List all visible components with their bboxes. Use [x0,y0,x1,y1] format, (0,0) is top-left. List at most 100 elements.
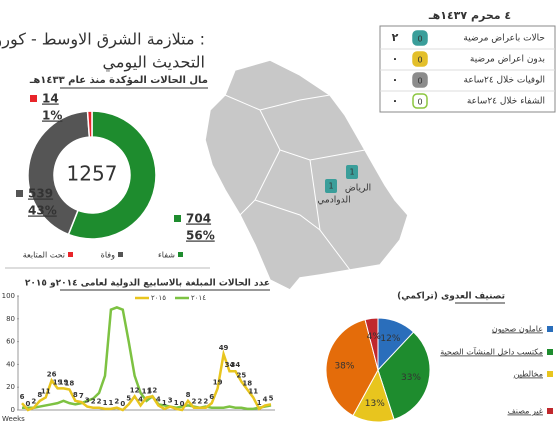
marker-count: 1 [328,182,333,191]
data-label: 2 [114,398,119,406]
pie-label: 13% [365,399,385,409]
data-label: 3 [168,397,173,405]
badge-text: 0 [417,98,422,107]
y-tick-label: 20 [6,383,15,391]
pie-label: 4% [367,332,382,342]
data-label: 18 [242,379,252,387]
marker [325,179,337,193]
data-label: 34 [231,361,241,369]
data-label: 25 [236,372,246,380]
legend-label: مخالطين [514,370,543,379]
status-box [379,25,556,113]
series-line [21,349,272,412]
legend-swatch [118,252,123,257]
pie-label: 12% [380,334,400,344]
data-label: 11 [248,387,258,395]
data-label: 2 [191,398,196,406]
data-label: 3 [85,397,90,405]
pie-label: 38% [334,361,354,371]
badge [412,72,428,88]
legend-swatch [547,349,553,355]
pie-slice [325,319,379,417]
data-label: 2 [197,398,202,406]
data-label: 8 [37,391,42,399]
row-label: الوفيات خلال ٢٤ساعة [464,76,545,86]
row-count: ٠ [392,73,399,86]
data-label: 19 [59,378,69,386]
legend-swatch [547,326,553,332]
row-count: ٠ [392,94,399,107]
legend-label: شفاء [158,251,175,260]
badge [412,30,428,46]
line-title: عدد الحالات المبلغة بالاسابيع الدولية لع… [25,279,270,289]
data-label: 7 [79,392,84,400]
marker [346,165,358,179]
label-swatch [16,190,23,197]
pie-label: 33% [401,373,421,383]
data-label: 0 [180,400,185,408]
data-label: 5 [269,394,274,402]
data-label: 18 [65,379,75,387]
data-label: 12 [130,386,140,394]
status-date: ٤ محرم ١٤٣٧هـ [428,9,511,22]
data-label: 6 [209,393,214,401]
data-label: 4 [138,395,143,403]
data-label: 2 [91,398,96,406]
title: متلازمة الشرق الاوسط - كورونا : [0,30,205,50]
count-label: 14 [42,92,59,106]
data-label: 4 [263,395,268,403]
data-label: 11 [142,387,152,395]
region-border [259,109,366,161]
legend-label: ٢٠١٤ [191,294,206,302]
legend-label: وفاة [101,251,115,260]
legend-swatch [68,252,73,257]
legend-swatch [547,371,553,377]
badge [412,51,428,67]
data-label: 1 [174,399,179,407]
badge-text: 0 [417,35,422,44]
data-label: 34 [225,361,235,369]
label-swatch [174,215,181,222]
data-label: 1 [103,399,108,407]
data-label: 11 [41,387,51,395]
data-label: 8 [73,391,78,399]
legend-label: غير مصنف [508,407,543,416]
data-label: 26 [47,370,57,378]
badge-text: 0 [417,56,422,65]
data-label: 19 [53,378,63,386]
legend-label: مكتسب داخل المنشآت الصحية [440,347,543,357]
pie-title: تصنيف العدوى (تراكمي) [397,292,505,302]
data-label: 2 [31,398,36,406]
region-border [254,199,321,231]
share-label: 1% [42,109,62,123]
row-count: ٢ [392,31,399,44]
marker-label: الرياض [345,184,371,194]
row-label: حالات باعراض مرضية [463,34,545,44]
pie-slice [364,317,379,371]
data-label: 4 [156,395,161,403]
y-tick-label: 80 [6,315,15,323]
marker-label: الدوادمي [317,196,350,206]
label-swatch [30,95,37,102]
y-tick-label: 40 [6,360,15,368]
data-label: 2 [203,398,208,406]
data-label: 2 [97,398,102,406]
row-label: الشفاء خلال ٢٤ساعة [467,97,545,107]
marker-count: 1 [349,168,354,177]
data-label: 0 [25,400,30,408]
title: التحديث اليومي [103,53,205,73]
row-count: ٠ [392,52,399,65]
legend-label: تحت المتابعة [23,251,65,260]
x-label: Weeks [2,415,25,423]
map [204,59,409,291]
country [204,59,409,291]
data-label: 19 [213,378,223,386]
row-label: بدون اعراض مرضية [470,55,545,65]
legend-label: ٢٠١٥ [151,294,166,302]
share-label: 43% [28,204,57,218]
y-tick-label: 0 [11,406,15,414]
donut-total: 1257 [67,162,118,186]
data-label: 8 [186,391,191,399]
share-label: 56% [186,229,215,243]
